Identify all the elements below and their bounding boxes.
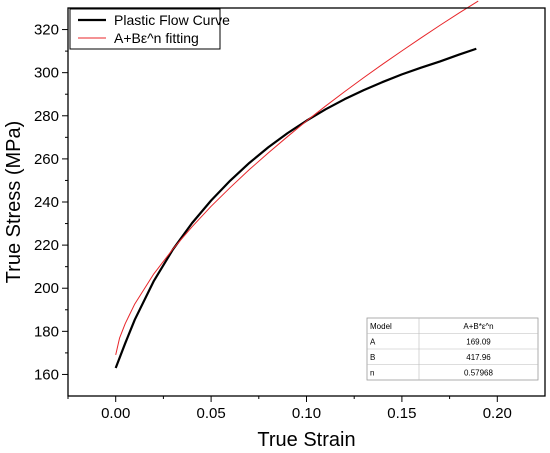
fit-table-value-n: 0.57968 xyxy=(464,368,493,377)
fit-table-value-b: 417.96 xyxy=(466,353,491,362)
y-tick-label: 280 xyxy=(34,108,59,125)
series-line-plastic-flow-curve xyxy=(114,47,477,369)
fit-table-value-a: 169.09 xyxy=(466,337,491,346)
y-tick-label: 240 xyxy=(34,194,59,211)
legend-label-plastic-flow-curve: Plastic Flow Curve xyxy=(114,12,230,28)
x-tick-label: 0.15 xyxy=(387,405,416,422)
y-tick-label: 160 xyxy=(34,366,59,383)
fit-table-param-n: n xyxy=(370,368,374,377)
legend-label-fitting: A+Bε^n fitting xyxy=(114,30,199,46)
fit-table-header-model: Model xyxy=(370,322,392,331)
x-tick-label: 0.00 xyxy=(101,405,130,422)
x-tick-label: 0.20 xyxy=(483,405,512,422)
series-plastic-flow-curve xyxy=(114,47,477,369)
ticks-layer: 0.00 0.05 0.10 0.15 0.20 160 180 200 220 240 260 28… xyxy=(34,22,512,422)
y-tick-label: 320 xyxy=(34,22,59,39)
fit-results-table: Model A+B*ε^n A 169.09 B 417.96 n 0.5796… xyxy=(366,317,539,381)
plot-frame xyxy=(67,7,546,397)
legend-box xyxy=(69,8,221,50)
fit-table-param-b: B xyxy=(370,353,375,362)
y-tick-label: 180 xyxy=(34,323,59,340)
series-line-a-b-n-fitting xyxy=(115,0,479,355)
fit-table-header-formula: A+B*ε^n xyxy=(463,322,493,331)
y-tick-label: 200 xyxy=(34,280,59,297)
y-tick-label: 300 xyxy=(34,65,59,82)
y-axis-title: True Stress (MPa) xyxy=(3,121,25,284)
fit-table-param-a: A xyxy=(370,337,376,346)
x-tick-label: 0.10 xyxy=(292,405,321,422)
x-tick-label: 0.05 xyxy=(196,405,225,422)
legend: Plastic Flow Curve A+Bε^n fitting xyxy=(69,8,230,50)
x-axis-title: True Strain xyxy=(257,429,355,451)
series-layer xyxy=(114,0,479,369)
y-tick-label: 220 xyxy=(34,237,59,254)
series-a-b-n-fitting xyxy=(115,0,479,355)
y-tick-label: 260 xyxy=(34,151,59,168)
